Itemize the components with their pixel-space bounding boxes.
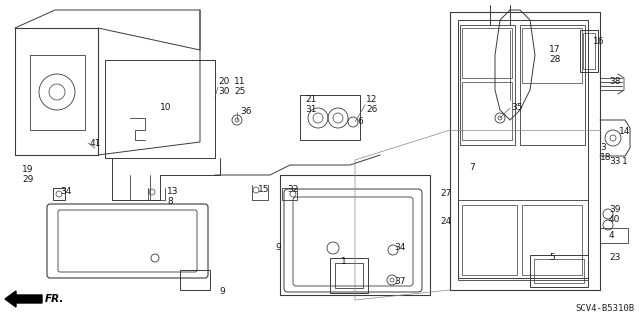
Bar: [583, 33, 595, 69]
Polygon shape: [5, 291, 42, 307]
Bar: [460, 25, 515, 145]
Text: 14: 14: [619, 128, 630, 137]
Text: 15: 15: [258, 184, 269, 194]
Text: 9: 9: [219, 286, 225, 295]
Bar: [462, 205, 517, 275]
Bar: [458, 20, 588, 278]
Text: 16: 16: [593, 38, 605, 47]
Text: 12: 12: [366, 94, 378, 103]
Text: 24: 24: [440, 218, 451, 226]
Text: 32: 32: [287, 186, 298, 195]
Bar: [600, 228, 628, 243]
Text: 27: 27: [440, 189, 451, 198]
Bar: [53, 188, 65, 200]
Bar: [530, 255, 588, 287]
Text: 29: 29: [22, 175, 33, 184]
Bar: [330, 258, 368, 293]
Text: 8: 8: [167, 197, 173, 205]
Text: 18: 18: [600, 153, 611, 162]
Text: 6: 6: [357, 117, 363, 127]
Text: 5: 5: [549, 254, 555, 263]
Text: 1: 1: [341, 257, 347, 266]
Bar: [522, 28, 582, 83]
Text: 25: 25: [234, 86, 245, 95]
Text: 7: 7: [469, 162, 475, 172]
Bar: [580, 30, 598, 72]
Text: 3: 3: [600, 144, 605, 152]
Bar: [522, 205, 582, 275]
Text: SCV4-B5310B: SCV4-B5310B: [575, 304, 634, 313]
Text: 26: 26: [366, 105, 378, 114]
Text: 1: 1: [622, 158, 628, 167]
Text: 40: 40: [609, 216, 620, 225]
Bar: [458, 200, 588, 280]
Text: 28: 28: [549, 56, 561, 64]
Text: 30: 30: [218, 86, 230, 95]
Text: 13: 13: [167, 187, 179, 196]
Text: 41: 41: [90, 138, 101, 147]
Bar: [462, 28, 512, 78]
Bar: [462, 82, 512, 140]
Text: 9: 9: [275, 243, 281, 253]
Bar: [520, 25, 585, 145]
Text: 31: 31: [305, 105, 317, 114]
Text: 38: 38: [609, 78, 621, 86]
Text: 33: 33: [609, 158, 621, 167]
Text: 4: 4: [609, 231, 614, 240]
Text: 21: 21: [305, 94, 316, 103]
Text: 17: 17: [549, 46, 561, 55]
Bar: [335, 263, 363, 288]
Text: 37: 37: [394, 278, 406, 286]
Bar: [534, 259, 584, 283]
Text: 39: 39: [609, 205, 621, 214]
Text: 34: 34: [394, 243, 405, 253]
Text: 11: 11: [234, 78, 246, 86]
Text: 19: 19: [22, 166, 33, 174]
Text: 10: 10: [160, 103, 172, 113]
Text: FR.: FR.: [45, 294, 65, 304]
Text: 36: 36: [240, 108, 252, 116]
Bar: [282, 188, 297, 200]
Text: 23: 23: [609, 254, 620, 263]
Bar: [180, 270, 210, 290]
Text: 34: 34: [60, 187, 72, 196]
Text: 20: 20: [218, 78, 229, 86]
Text: 35: 35: [511, 103, 522, 113]
